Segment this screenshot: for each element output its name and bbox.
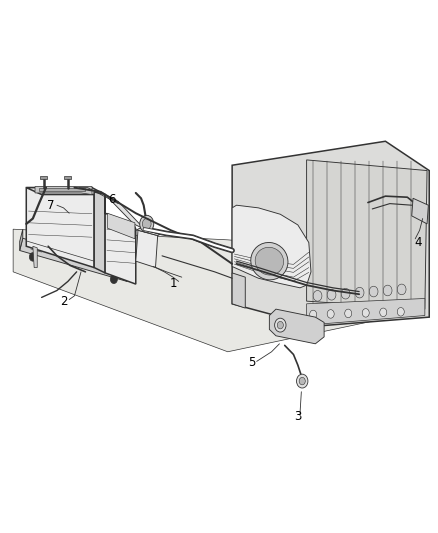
Circle shape <box>313 290 322 301</box>
Circle shape <box>383 285 392 296</box>
Circle shape <box>397 308 404 316</box>
Polygon shape <box>94 192 105 273</box>
Text: 2: 2 <box>60 295 67 308</box>
Circle shape <box>310 310 317 319</box>
Polygon shape <box>13 229 429 352</box>
Polygon shape <box>136 230 158 268</box>
Circle shape <box>327 310 334 318</box>
Circle shape <box>345 309 352 318</box>
Text: 5: 5 <box>248 356 255 369</box>
Circle shape <box>341 288 350 299</box>
Circle shape <box>297 374 308 388</box>
Polygon shape <box>307 298 425 325</box>
Circle shape <box>380 308 387 317</box>
Circle shape <box>327 289 336 300</box>
Polygon shape <box>40 176 47 179</box>
Circle shape <box>277 321 283 329</box>
Polygon shape <box>64 176 71 179</box>
Circle shape <box>110 275 117 284</box>
Circle shape <box>355 287 364 298</box>
Polygon shape <box>105 195 136 284</box>
Ellipse shape <box>255 247 283 275</box>
Polygon shape <box>232 205 311 288</box>
Polygon shape <box>33 246 37 268</box>
Polygon shape <box>26 188 94 268</box>
Polygon shape <box>39 188 85 191</box>
Circle shape <box>275 318 286 332</box>
Polygon shape <box>127 261 129 281</box>
Polygon shape <box>20 238 129 281</box>
Circle shape <box>369 286 378 297</box>
Text: 4: 4 <box>414 236 422 249</box>
Circle shape <box>142 219 151 229</box>
Text: 6: 6 <box>108 193 116 206</box>
Text: 7: 7 <box>46 199 54 212</box>
Polygon shape <box>26 188 105 195</box>
Polygon shape <box>232 273 245 308</box>
Circle shape <box>299 377 305 385</box>
Polygon shape <box>35 187 92 195</box>
Text: 3: 3 <box>294 410 301 423</box>
Polygon shape <box>107 213 135 239</box>
Polygon shape <box>269 309 324 344</box>
Text: 1: 1 <box>169 277 177 290</box>
Circle shape <box>362 309 369 317</box>
Polygon shape <box>136 228 160 236</box>
Circle shape <box>140 215 154 232</box>
Circle shape <box>397 284 406 295</box>
Circle shape <box>29 253 36 261</box>
Polygon shape <box>20 229 23 251</box>
Polygon shape <box>232 141 429 326</box>
Polygon shape <box>307 160 427 309</box>
Polygon shape <box>105 195 145 229</box>
Polygon shape <box>412 198 428 224</box>
Ellipse shape <box>251 243 288 280</box>
